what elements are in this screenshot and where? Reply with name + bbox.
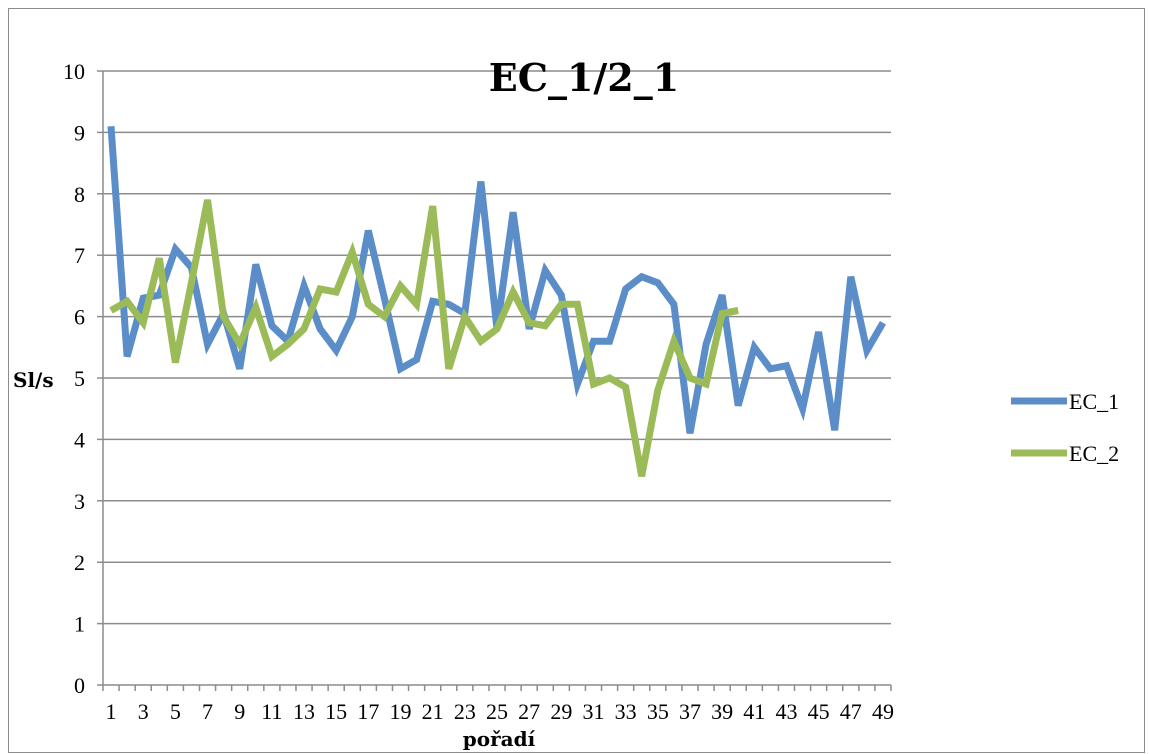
y-tick-1: 1 [74,612,85,637]
legend-label-ec-1: EC_1 [1069,389,1119,414]
y-tick-5: 5 [74,366,85,391]
legend-label-ec-2: EC_2 [1069,441,1119,466]
x-tick-33: 33 [615,699,637,724]
x-tick-25: 25 [486,699,508,724]
x-tick-39: 39 [711,699,733,724]
chart-title: EC_1/2_1 [489,55,679,100]
y-tick-3: 3 [74,489,85,514]
x-tick-31: 31 [582,699,604,724]
y-tick-labels: 0 1 2 3 4 5 6 7 8 9 10 [63,59,85,698]
series-line-ec-1 [107,126,887,434]
y-tick-4: 4 [74,427,85,452]
x-tick-23: 23 [454,699,476,724]
x-axis-label: pořadí [463,727,536,751]
x-tick-29: 29 [550,699,572,724]
x-tick-13: 13 [293,699,315,724]
x-tick-43: 43 [775,699,797,724]
series-lines [107,126,887,477]
x-tick-45: 45 [808,699,830,724]
x-tick-41: 41 [743,699,765,724]
x-tick-49: 49 [872,699,894,724]
x-tick-47: 47 [840,699,862,724]
x-tick-11: 11 [261,699,282,724]
x-tick-19: 19 [390,699,412,724]
x-tick-37: 37 [679,699,701,724]
x-tick-5: 5 [170,699,181,724]
y-tick-2: 2 [74,550,85,575]
x-tick-15: 15 [325,699,347,724]
x-tick-7: 7 [202,699,213,724]
series-line-ec-2 [109,199,739,477]
y-tick-7: 7 [74,243,85,268]
y-tick-10: 10 [63,59,85,84]
legend: EC_1 EC_2 [1011,389,1119,466]
grid-lines [103,70,891,625]
x-tick-17: 17 [357,699,379,724]
y-axis-label: Sl/s [13,368,54,392]
x-tick-labels: 1 3 5 7 9 11 13 15 17 19 21 23 25 27 29 31 33 35 37 39 41 43 4… [106,699,894,724]
chart-frame: 0 1 2 3 4 5 6 7 8 9 10 1 3 5 7 9 11 13 15 17 19 21 23 25 27 29 31… [8,8,1145,753]
y-tick-9: 9 [74,120,85,145]
x-tick-27: 27 [518,699,540,724]
x-tick-35: 35 [647,699,669,724]
x-tick-3: 3 [138,699,149,724]
x-tick-9: 9 [234,699,245,724]
y-tick-0: 0 [74,673,85,698]
y-tick-6: 6 [74,305,85,330]
x-tick-1: 1 [106,699,117,724]
x-tick-21: 21 [422,699,444,724]
axes [97,70,892,691]
y-tick-8: 8 [74,182,85,207]
